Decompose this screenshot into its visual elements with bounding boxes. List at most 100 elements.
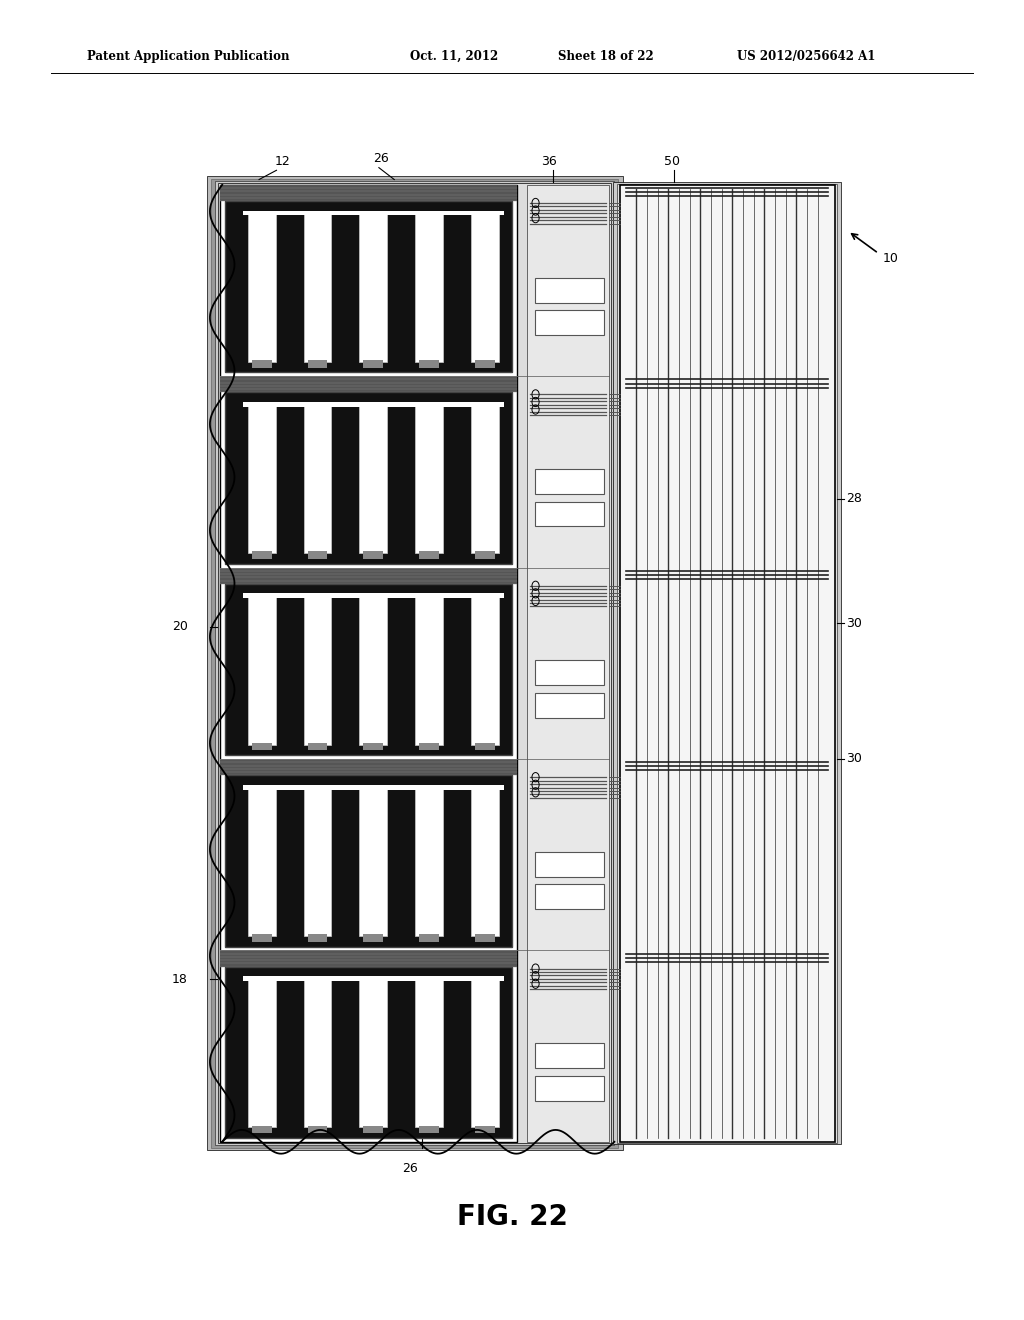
- Bar: [535, 660, 604, 685]
- Bar: [225, 775, 512, 946]
- Bar: [308, 360, 328, 367]
- Bar: [535, 277, 604, 302]
- Bar: [225, 583, 512, 755]
- Text: 30: 30: [846, 752, 862, 766]
- Text: 28: 28: [846, 492, 862, 506]
- Bar: [308, 935, 328, 941]
- Bar: [220, 759, 517, 775]
- Bar: [248, 403, 275, 553]
- Bar: [252, 743, 271, 750]
- Bar: [225, 583, 243, 755]
- Bar: [220, 950, 517, 966]
- Text: Sheet 18 of 22: Sheet 18 of 22: [558, 50, 654, 63]
- Text: 18: 18: [172, 973, 188, 986]
- Bar: [303, 403, 332, 553]
- Bar: [359, 403, 387, 553]
- Bar: [419, 1126, 438, 1133]
- Bar: [225, 201, 243, 372]
- Bar: [475, 360, 495, 367]
- Bar: [535, 1043, 604, 1068]
- Bar: [535, 469, 604, 494]
- Bar: [364, 1126, 383, 1133]
- Text: 12: 12: [274, 154, 290, 168]
- Bar: [535, 502, 604, 527]
- Bar: [471, 211, 499, 362]
- Bar: [415, 594, 443, 744]
- Bar: [419, 935, 438, 941]
- Bar: [359, 785, 387, 936]
- Bar: [225, 775, 243, 946]
- Bar: [419, 743, 438, 750]
- Bar: [475, 935, 495, 941]
- Bar: [359, 211, 387, 362]
- Bar: [535, 1076, 604, 1101]
- Bar: [252, 552, 271, 558]
- Bar: [535, 851, 604, 876]
- Bar: [415, 977, 443, 1127]
- Bar: [225, 583, 512, 755]
- Bar: [613, 182, 841, 1144]
- Bar: [211, 178, 618, 1147]
- Text: Oct. 11, 2012: Oct. 11, 2012: [410, 50, 498, 63]
- Bar: [471, 977, 499, 1127]
- Text: 26: 26: [373, 152, 388, 165]
- Bar: [308, 552, 328, 558]
- Bar: [207, 177, 623, 1150]
- Bar: [303, 977, 332, 1127]
- Bar: [220, 376, 517, 392]
- Text: 36: 36: [541, 154, 556, 168]
- Bar: [225, 392, 512, 564]
- Bar: [475, 552, 495, 558]
- Bar: [252, 1126, 271, 1133]
- Bar: [248, 785, 275, 936]
- Bar: [415, 785, 443, 936]
- Bar: [248, 594, 275, 744]
- Bar: [225, 966, 512, 1138]
- Bar: [218, 183, 611, 1143]
- Bar: [248, 211, 275, 362]
- Text: 20: 20: [172, 620, 188, 634]
- Bar: [243, 785, 504, 789]
- Bar: [303, 594, 332, 744]
- Bar: [415, 403, 443, 553]
- Bar: [471, 785, 499, 936]
- Bar: [364, 552, 383, 558]
- Bar: [527, 185, 609, 1142]
- Bar: [303, 211, 332, 362]
- Text: FIG. 22: FIG. 22: [457, 1203, 567, 1232]
- Text: 10: 10: [883, 252, 899, 265]
- Bar: [475, 1126, 495, 1133]
- Bar: [225, 201, 512, 372]
- Bar: [364, 743, 383, 750]
- Bar: [243, 403, 504, 407]
- Text: 26: 26: [401, 1162, 418, 1175]
- Bar: [471, 403, 499, 553]
- Bar: [225, 201, 512, 372]
- Bar: [225, 775, 512, 946]
- Bar: [471, 594, 499, 744]
- Bar: [364, 935, 383, 941]
- Bar: [215, 181, 614, 1144]
- Bar: [220, 568, 517, 583]
- Text: US 2012/0256642 A1: US 2012/0256642 A1: [737, 50, 876, 63]
- Bar: [243, 211, 504, 215]
- Bar: [225, 392, 243, 564]
- Bar: [415, 211, 443, 362]
- Bar: [535, 693, 604, 718]
- Bar: [243, 977, 504, 981]
- Bar: [303, 785, 332, 936]
- Bar: [243, 594, 504, 598]
- Bar: [419, 552, 438, 558]
- Bar: [252, 935, 271, 941]
- Bar: [225, 966, 243, 1138]
- Text: Patent Application Publication: Patent Application Publication: [87, 50, 290, 63]
- Bar: [419, 360, 438, 367]
- Bar: [617, 183, 837, 1143]
- Bar: [225, 392, 512, 564]
- Text: 50: 50: [664, 154, 680, 168]
- Bar: [535, 310, 604, 335]
- Bar: [220, 185, 517, 201]
- Bar: [475, 743, 495, 750]
- Bar: [220, 185, 517, 1142]
- Bar: [225, 966, 512, 1138]
